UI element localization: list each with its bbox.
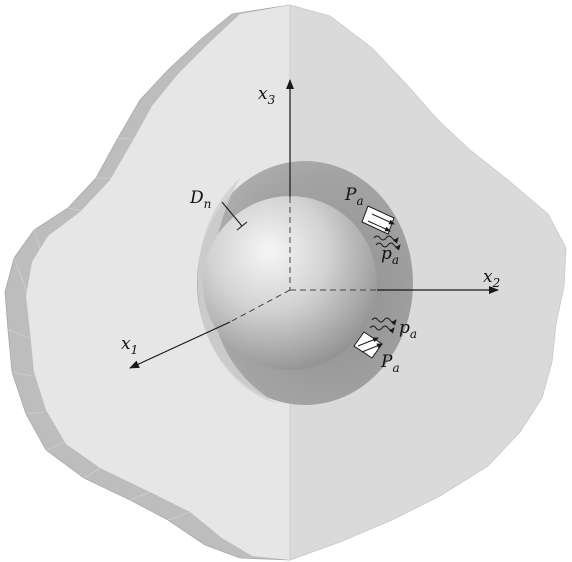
axis-x1-label: x1 xyxy=(121,334,138,357)
upper-p-label: pa xyxy=(381,244,399,267)
body-front-left-face xyxy=(26,5,290,560)
side-facet-lines xyxy=(7,137,191,521)
upper-wavy-arrows xyxy=(373,235,401,251)
axis-x1-hidden xyxy=(229,289,291,323)
lower-wavy-arrows xyxy=(369,317,397,334)
dn-leader-line xyxy=(221,201,243,227)
upper-P-label: Pa xyxy=(344,185,364,208)
axis-x3-label: x3 xyxy=(258,84,276,107)
axis-x1-line xyxy=(129,321,231,369)
cavity-label: Dn xyxy=(189,188,211,211)
lower-p-label: pa xyxy=(399,318,417,341)
lower-pressure-arrows xyxy=(353,331,383,359)
dn-leader-tick xyxy=(236,221,248,231)
lower-P-label: Pa xyxy=(380,352,400,375)
upper-pressure-arrows xyxy=(361,205,395,235)
axis-x2-label: x2 xyxy=(483,267,500,290)
body-front-right-face xyxy=(289,4,567,561)
